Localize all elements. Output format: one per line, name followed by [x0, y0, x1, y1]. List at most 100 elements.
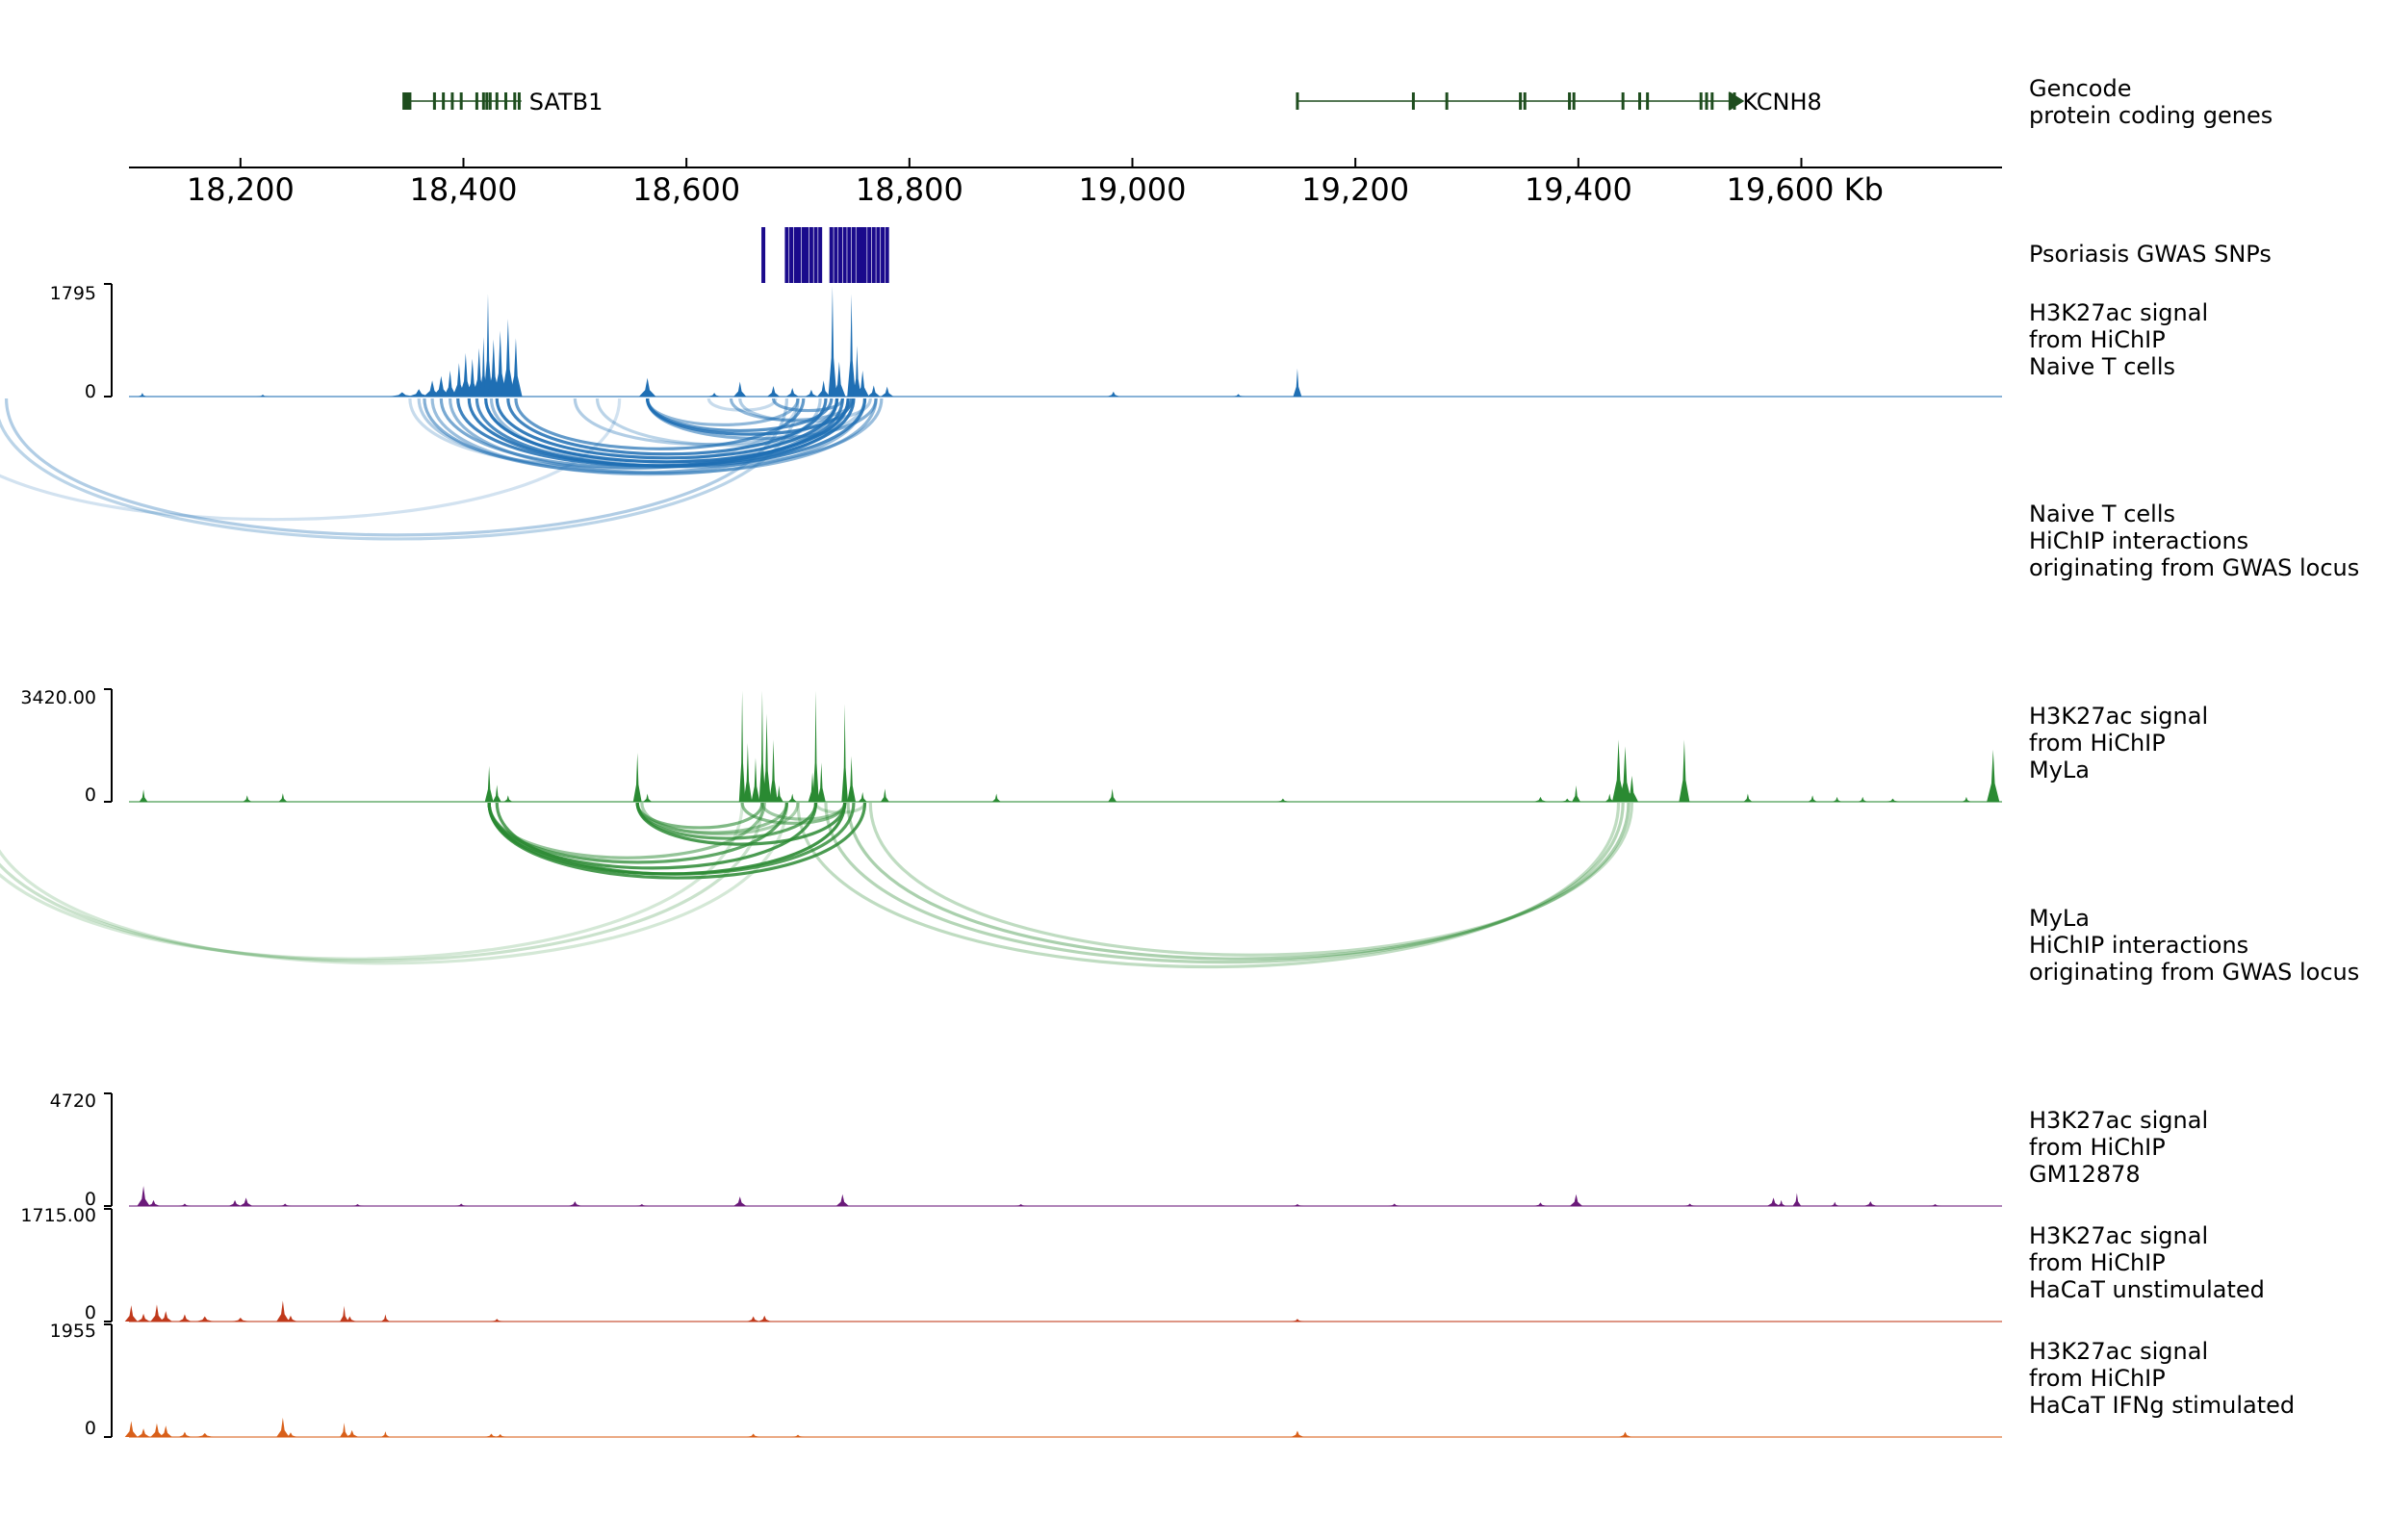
signal-peak — [852, 346, 861, 397]
signal-peak — [847, 294, 856, 397]
signal-peak — [638, 377, 656, 397]
snp-track-label: Psoriasis GWAS SNPs — [2029, 241, 2272, 268]
snp-marker — [838, 227, 843, 283]
gm12878-label-line-2: from HiChIP — [2029, 1134, 2166, 1161]
signal-peak — [256, 395, 270, 397]
signal-peak — [1276, 798, 1290, 802]
signal-peak — [389, 392, 415, 397]
gene-name-label: KCNH8 — [1742, 89, 1821, 116]
signal-peak — [812, 690, 819, 802]
gene-exon — [488, 92, 492, 110]
signal-peak — [1533, 1202, 1548, 1206]
naive-arcs-label-line-1: Naive T cells — [2029, 500, 2175, 527]
signal-peak — [232, 1317, 249, 1322]
hacat-ifng-scale-max: 1955 — [50, 1321, 96, 1342]
signal-peak — [856, 370, 869, 397]
myla-scale-min: 0 — [85, 784, 96, 806]
signal-peak — [381, 1431, 390, 1437]
signal-peak — [195, 1432, 214, 1437]
interaction-arc — [646, 398, 834, 432]
hacat-ifng-label-line-2: from HiChIP — [2029, 1365, 2166, 1392]
signal-peak — [1777, 1199, 1786, 1206]
snp-marker — [885, 227, 889, 283]
interaction-arc — [514, 398, 806, 450]
signal-peak — [473, 347, 486, 397]
gene-kcnh8: KCNH8 — [1296, 89, 1822, 116]
signal-peak — [747, 1316, 760, 1322]
myla-scale-max: 3420.00 — [20, 687, 96, 708]
hacat-label-line-3: HaCaT unstimulated — [2029, 1276, 2265, 1303]
signal-peak — [284, 1315, 297, 1322]
signal-peak — [632, 753, 642, 802]
signal-peak — [1766, 1197, 1781, 1206]
interaction-arc — [813, 803, 867, 814]
signal-peak — [762, 713, 771, 802]
gene-exon — [1699, 92, 1703, 110]
signal-peak — [478, 336, 488, 397]
signal-peak — [991, 793, 1001, 802]
snp-marker — [851, 227, 856, 283]
genomic-axis: 18,200 18,400 18,600 18,800 19,000 19,200 19,4… — [129, 158, 2002, 208]
gene-exon — [450, 92, 454, 110]
signal-peak — [243, 795, 252, 802]
axis-tick-label: 18,800 — [856, 171, 963, 208]
interaction-arc — [573, 398, 839, 447]
signal-peak — [346, 1429, 359, 1437]
signal-peak — [228, 1199, 242, 1206]
gene-name-label: SATB1 — [529, 89, 603, 116]
myla-signal-label-line-1: H3K27ac signal — [2029, 703, 2208, 730]
gene-exon — [1638, 92, 1642, 110]
signal-peak — [881, 386, 894, 397]
gene-exon — [1523, 92, 1527, 110]
signal-peak — [1743, 793, 1753, 802]
signal-peak — [841, 704, 848, 802]
gene-exon — [485, 92, 489, 110]
snp-marker — [809, 227, 813, 283]
signal-peak — [1572, 785, 1580, 802]
naive-signal-label-line-3: Naive T cells — [2029, 353, 2175, 380]
signal-peak — [1683, 1203, 1697, 1206]
gene-exon — [459, 92, 463, 110]
signal-peak — [159, 1425, 172, 1437]
signal-peak — [150, 1304, 164, 1322]
signal-peak — [787, 793, 797, 802]
gene-exon — [513, 92, 517, 110]
gene-exon — [517, 92, 521, 110]
naive-arcs-label-line-2: HiChIP interactions — [2029, 527, 2248, 554]
signal-peak — [452, 363, 466, 397]
snp-marker — [881, 227, 886, 283]
signal-peak — [459, 352, 473, 397]
myla-signal-label-line-3: MyLa — [2029, 757, 2090, 783]
signal-peak — [1291, 1319, 1304, 1322]
interaction-arc — [595, 398, 867, 448]
signal-peak — [1291, 1430, 1304, 1437]
gene-exon — [504, 92, 508, 110]
signal-peak — [757, 1315, 771, 1322]
signal-peak — [1858, 796, 1867, 802]
interaction-arc — [0, 803, 789, 965]
snp-marker — [834, 227, 838, 283]
signal-peak — [808, 772, 817, 802]
gene-exon — [1411, 92, 1415, 110]
gene-exon — [495, 92, 499, 110]
gm12878-signal-peaks — [129, 1186, 2002, 1207]
axis-tick-label: 19,600 Kb — [1727, 171, 1884, 208]
signal-peak — [867, 385, 881, 397]
interaction-arc — [738, 398, 872, 424]
signal-peak — [501, 319, 515, 397]
interaction-arc — [760, 803, 847, 821]
signal-peak — [150, 1423, 164, 1437]
myla-arcs-label-line-2: HiChIP interactions — [2029, 932, 2248, 959]
interaction-arc — [740, 803, 847, 825]
snp-marker — [761, 227, 766, 283]
signal-peak — [146, 1199, 161, 1206]
naive-signal-label-line-2: from HiChIP — [2029, 326, 2166, 353]
signal-peak — [381, 1314, 390, 1322]
interaction-arc — [771, 398, 844, 413]
hacat-signal-scale: 1715.00 0 — [20, 1205, 113, 1323]
signal-peak — [124, 1305, 138, 1322]
signal-peak — [635, 1204, 649, 1206]
signal-peak — [643, 793, 653, 802]
gene-exon — [1568, 92, 1572, 110]
myla-signal-scale: 3420.00 0 — [20, 687, 113, 806]
